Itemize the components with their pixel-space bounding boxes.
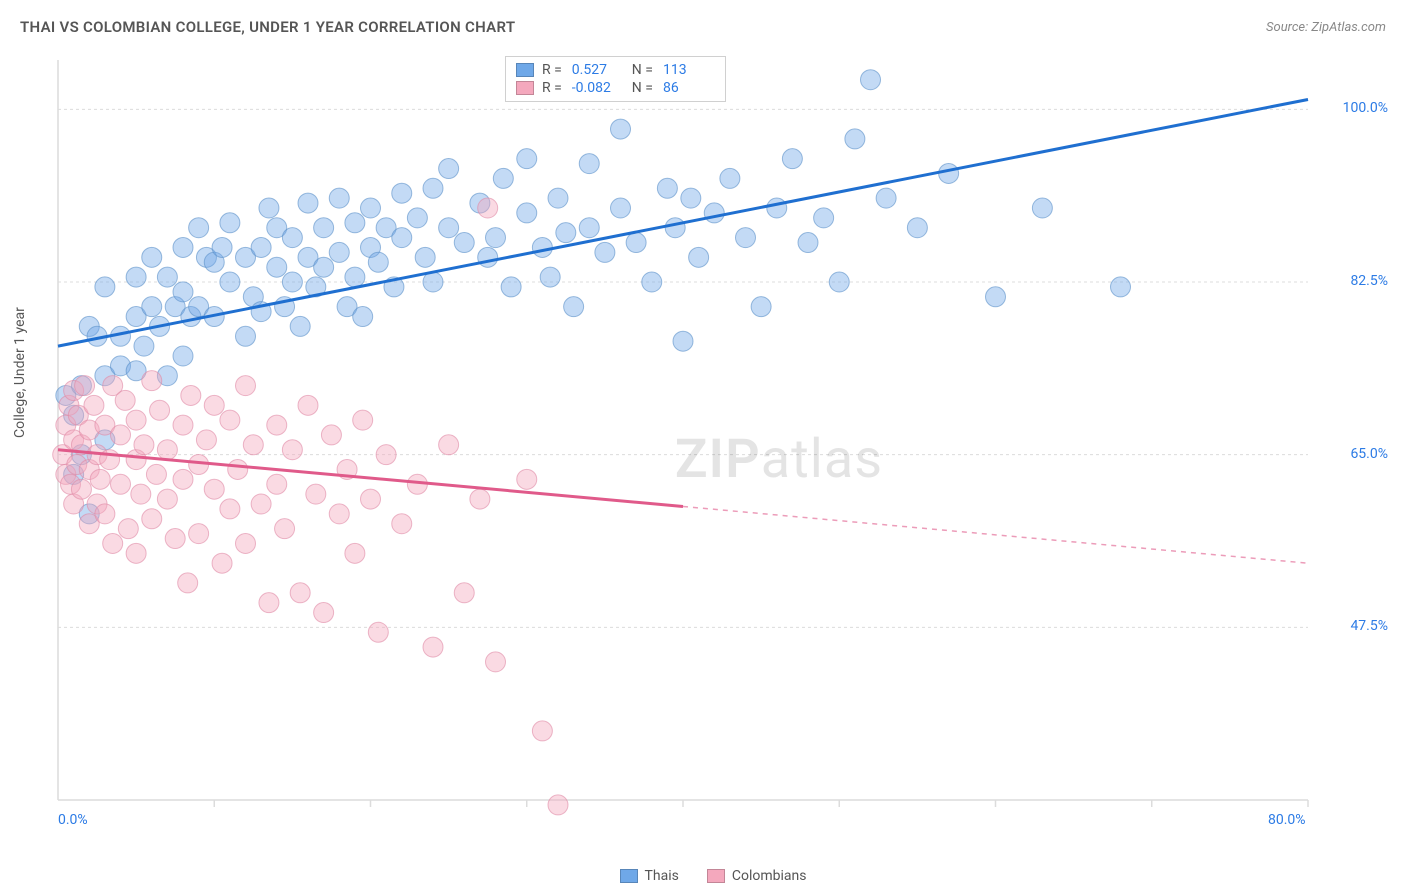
stats-n-label: N = bbox=[632, 62, 653, 78]
stats-r-label: R = bbox=[542, 62, 562, 78]
legend-item-colombians: Colombians bbox=[707, 868, 807, 884]
stats-swatch-colombians bbox=[516, 81, 534, 95]
y-axis-label: College, Under 1 year bbox=[12, 307, 28, 438]
y-tick-label: 82.5% bbox=[1350, 273, 1388, 289]
series-legend: Thais Colombians bbox=[48, 868, 1378, 884]
y-tick-label: 100.0% bbox=[1343, 100, 1388, 116]
scatter-plot bbox=[48, 50, 1378, 840]
chart-area bbox=[48, 50, 1378, 840]
y-tick-label: 65.0% bbox=[1350, 446, 1388, 462]
x-tick-label: 0.0% bbox=[58, 812, 88, 828]
stats-row-colombians: R = -0.082 N = 86 bbox=[516, 79, 715, 97]
legend-label-thais: Thais bbox=[645, 868, 679, 884]
stats-n-colombians: 86 bbox=[663, 80, 715, 96]
legend-label-colombians: Colombians bbox=[732, 868, 807, 884]
stats-swatch-thais bbox=[516, 63, 534, 77]
stats-legend-box: R = 0.527 N = 113 R = -0.082 N = 86 bbox=[505, 56, 726, 102]
stats-r-colombians: -0.082 bbox=[572, 80, 624, 96]
chart-header: THAI VS COLOMBIAN COLLEGE, UNDER 1 YEAR … bbox=[20, 18, 1386, 36]
chart-title: THAI VS COLOMBIAN COLLEGE, UNDER 1 YEAR … bbox=[20, 18, 515, 36]
stats-r-label: R = bbox=[542, 80, 562, 96]
stats-n-thais: 113 bbox=[663, 62, 715, 78]
legend-swatch-thais bbox=[620, 869, 638, 883]
stats-n-label: N = bbox=[632, 80, 653, 96]
stats-row-thais: R = 0.527 N = 113 bbox=[516, 61, 715, 79]
stats-r-thais: 0.527 bbox=[572, 62, 624, 78]
y-tick-label: 47.5% bbox=[1350, 618, 1388, 634]
legend-swatch-colombians bbox=[707, 869, 725, 883]
x-tick-label: 80.0% bbox=[1268, 812, 1306, 828]
legend-item-thais: Thais bbox=[620, 868, 679, 884]
chart-source: Source: ZipAtlas.com bbox=[1266, 20, 1386, 35]
